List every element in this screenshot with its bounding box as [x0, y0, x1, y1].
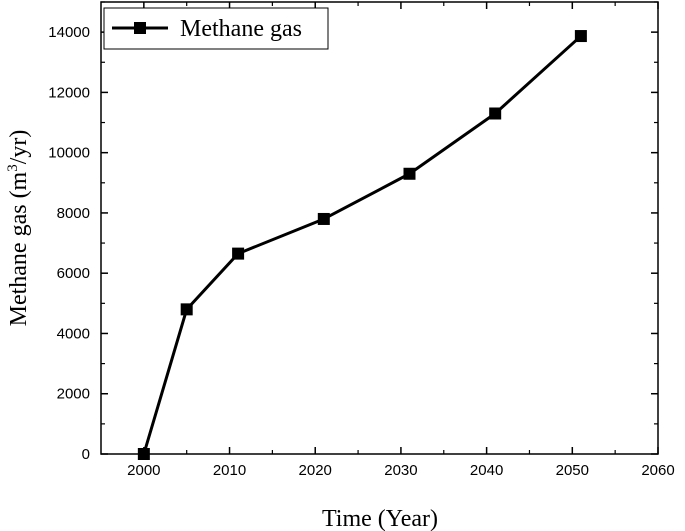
- y-axis-title-suffix: /yr): [6, 130, 32, 165]
- data-point: [403, 167, 416, 180]
- x-tick-label: 2050: [556, 462, 589, 479]
- data-point: [232, 247, 245, 260]
- plot-frame: [100, 1, 659, 455]
- data-point: [489, 107, 502, 120]
- y-tick-label: 6000: [57, 265, 90, 282]
- tick-labels: 2000 2010 2020 2030 2040 2050 2060 0 2000 4000 600…: [48, 24, 674, 479]
- data-point: [137, 448, 150, 460]
- y-tick-label: 14000: [48, 24, 90, 41]
- y-tick-label: 8000: [57, 205, 90, 222]
- legend: Methane gas: [103, 7, 329, 50]
- y-axis-title-superscript: 3: [5, 164, 21, 172]
- data-point: [317, 212, 330, 225]
- x-tick-label: 2010: [213, 462, 246, 479]
- x-tick-label: 2060: [641, 462, 674, 479]
- data-point: [180, 303, 193, 316]
- y-axis-title-prefix: Methane gas (m: [6, 171, 32, 326]
- y-tick-label: 0: [82, 446, 90, 463]
- x-tick-label: 2040: [470, 462, 503, 479]
- x-tick-label: 2000: [127, 462, 160, 479]
- data-point: [574, 30, 587, 43]
- y-axis-title: Methane gas (m3/yr): [5, 130, 32, 327]
- legend-marker: [134, 22, 146, 34]
- x-tick-label: 2020: [299, 462, 332, 479]
- legend-label: Methane gas: [180, 16, 302, 42]
- axis-ticks: [101, 1, 659, 455]
- y-tick-label: 10000: [48, 145, 90, 162]
- series-line: [142, 34, 582, 455]
- y-tick-label: 2000: [57, 386, 90, 403]
- x-axis-title: Time (Year): [322, 506, 438, 531]
- y-tick-label: 4000: [57, 325, 90, 342]
- series-layer: [137, 30, 587, 460]
- x-tick-label: 2030: [384, 462, 417, 479]
- y-tick-label: 12000: [48, 84, 90, 101]
